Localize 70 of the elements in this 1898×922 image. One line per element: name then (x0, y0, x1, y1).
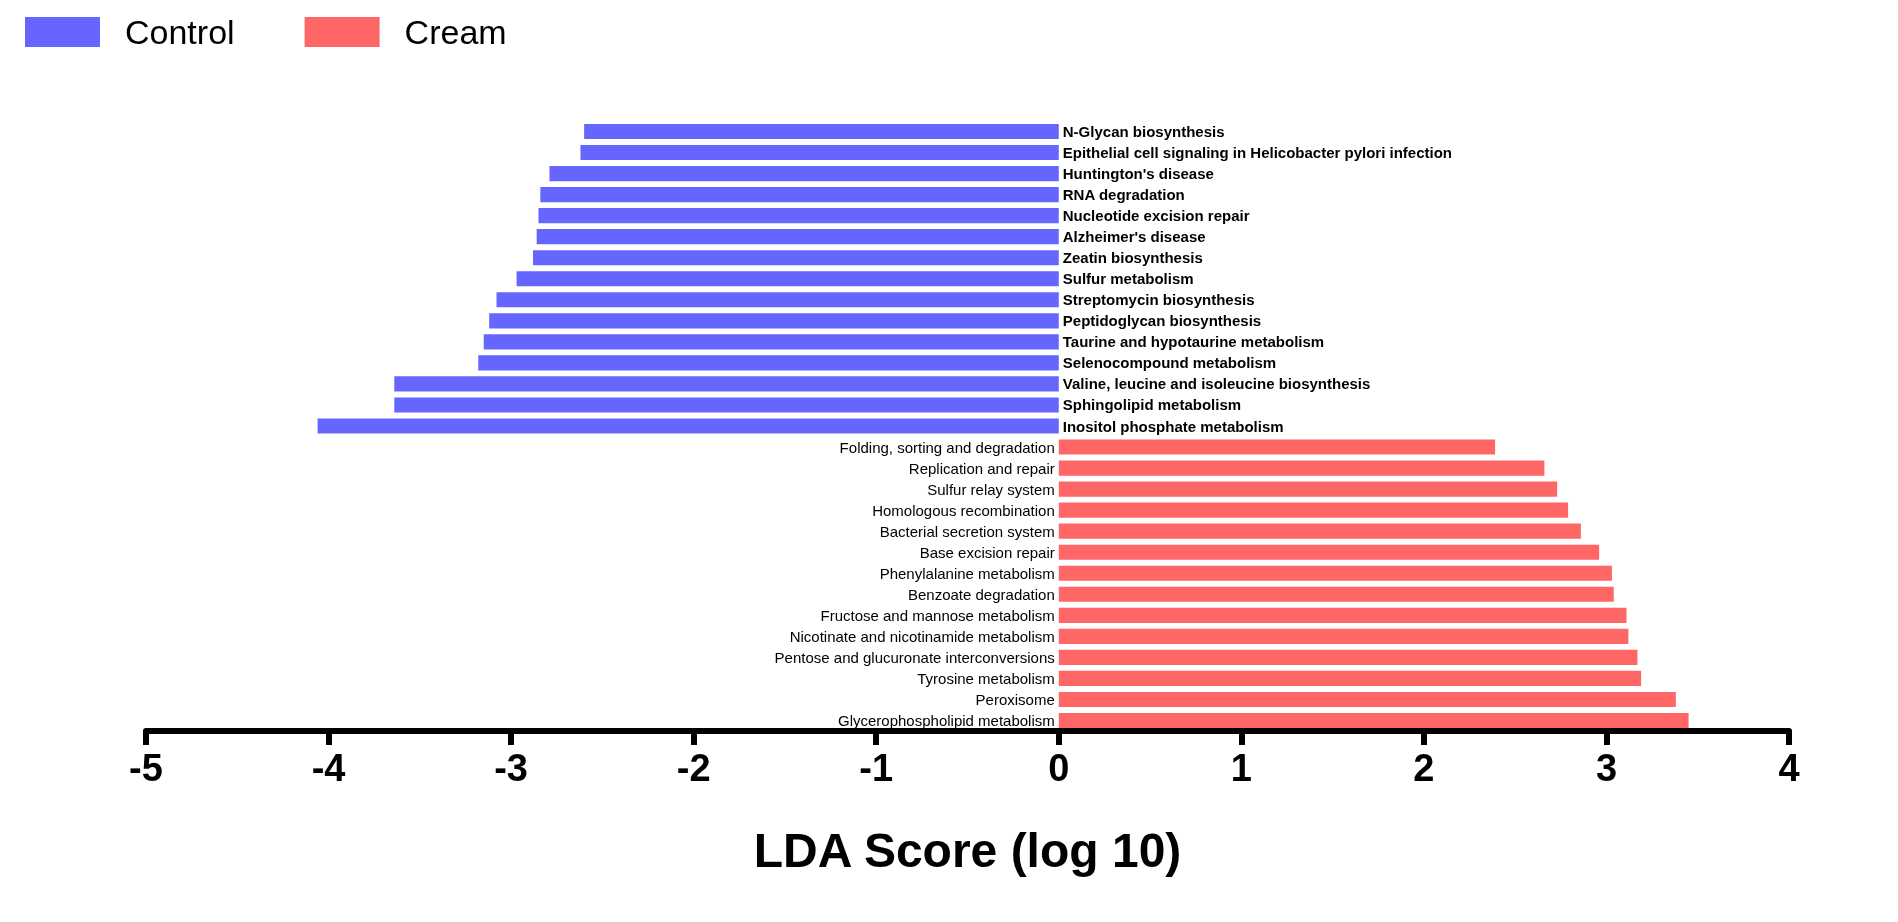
y-tick-label: Peptidoglycan biosynthesis (1062, 312, 1262, 330)
x-tick-label: 2 (1413, 747, 1435, 789)
y-tick-label: Taurine and hypotaurine metabolism (1062, 333, 1325, 351)
bar (536, 229, 1059, 245)
bar (317, 418, 1059, 434)
bar (1058, 670, 1642, 686)
y-tick-label: Nicotinate and nicotinamide metabolism (789, 627, 1055, 645)
bar (394, 376, 1059, 392)
bar (549, 166, 1059, 182)
bar (584, 123, 1059, 140)
x-tick-label: 0 (1048, 747, 1070, 789)
x-tick-label: -5 (129, 747, 163, 789)
x-tick-label: -2 (676, 747, 711, 789)
bar (580, 144, 1059, 161)
y-tick-label: Huntington's disease (1062, 165, 1214, 183)
y-tick-label: Base excision repair (919, 543, 1055, 561)
x-tick-label: 1 (1230, 747, 1252, 789)
x-tick-label: -3 (494, 747, 529, 789)
y-tick-label: Peroxisome (975, 690, 1055, 708)
y-tick-label: Homologous recombination (872, 501, 1055, 519)
bar (1058, 607, 1627, 623)
y-tick-label: Selenocompound metabolism (1062, 354, 1277, 372)
x-tick-label: -1 (859, 747, 894, 789)
y-tick-label: Zeatin biosynthesis (1062, 249, 1203, 267)
x-axis-title: LDA Score (log 10) (753, 823, 1182, 877)
y-tick-label: Folding, sorting and degradation (839, 438, 1055, 456)
y-tick-label: Tyrosine metabolism (917, 669, 1055, 687)
bar (533, 250, 1059, 266)
y-tick-label: Benzoate degradation (907, 585, 1055, 603)
y-tick-label: Inositol phosphate metabolism (1062, 417, 1284, 435)
x-tick-label: -4 (311, 747, 346, 789)
bar (394, 397, 1059, 413)
legend-label: Control (125, 13, 235, 51)
bar (538, 208, 1059, 224)
x-tick-label: 4 (1778, 747, 1800, 789)
bar (496, 292, 1059, 308)
legend-label: Cream (404, 13, 507, 51)
bar (516, 271, 1059, 287)
y-tick-label: Pentose and glucuronate interconversions (774, 648, 1055, 666)
bar (1058, 586, 1614, 602)
bar (1058, 439, 1496, 455)
y-tick-label: Glycerophospholipid metabolism (838, 711, 1055, 729)
bar (1058, 628, 1629, 644)
x-tick-label: 3 (1595, 747, 1618, 789)
y-tick-label: Sulfur metabolism (1062, 270, 1194, 288)
y-tick-label: Nucleotide excision repair (1062, 207, 1250, 225)
bar (483, 334, 1059, 350)
bar (1058, 460, 1545, 476)
y-tick-label: Streptomycin biosynthesis (1062, 291, 1255, 309)
bar (1058, 649, 1638, 665)
bar (478, 355, 1059, 371)
y-tick-label: Epithelial cell signaling in Helicobacter pylori infection (1062, 144, 1453, 162)
y-tick-label: Alzheimer's disease (1062, 228, 1206, 246)
bar (1058, 544, 1600, 560)
bar (489, 313, 1059, 329)
bar (1058, 481, 1558, 497)
bar (1058, 691, 1676, 708)
y-tick-label: Phenylalanine metabolism (879, 564, 1055, 582)
y-tick-label: Valine, leucine and isoleucine biosynthesis (1062, 375, 1371, 393)
y-tick-label: Replication and repair (908, 459, 1055, 477)
bar (540, 187, 1059, 203)
bar (1058, 502, 1569, 518)
y-tick-label: Bacterial secretion system (879, 522, 1055, 540)
y-tick-label: Sulfur relay system (927, 480, 1055, 498)
y-tick-label: N-Glycan biosynthesis (1062, 123, 1225, 141)
y-tick-label: Fructose and mannose metabolism (820, 606, 1055, 624)
bar (1058, 523, 1581, 539)
bar (1058, 565, 1612, 581)
y-tick-label: Sphingolipid metabolism (1062, 396, 1242, 414)
y-tick-label: RNA degradation (1062, 186, 1185, 204)
